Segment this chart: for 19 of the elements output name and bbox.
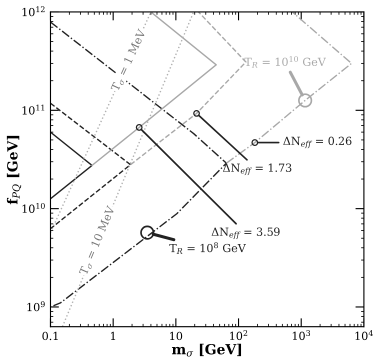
y-tick-label: 10$^{12}$ (22, 6, 45, 16)
x-tick-label: 10$^{3}$ (292, 330, 310, 340)
x-tick-label: 10$^{4}$ (355, 330, 373, 340)
x-tick-label: 10$^{2}$ (230, 330, 248, 340)
y-tick-label: 10$^{9}$ (27, 301, 45, 312)
annotation: T$_{R}$ = 10$^{8}$ GeV (169, 242, 246, 254)
y-tick-label: 10$^{11}$ (22, 104, 44, 115)
annotation: ΔN$_{eff}$ = 3.59 (212, 228, 280, 240)
x-axis-title: m$_{σ}$ [GeV] (172, 344, 242, 357)
annotation: T$_{σ}$ = 10 MeV (78, 205, 117, 276)
annotation: ΔN$_{eff}$ = 1.73 (222, 164, 292, 176)
y-axis-title: f$_{PQ}$ [GeV] (6, 136, 22, 204)
annotation: T$_{R}$ = 10$^{10}$ GeV (244, 56, 326, 68)
x-tick-label: 0.1 (42, 332, 58, 340)
annotation: ΔN$_{eff}$ = 0.26 (283, 136, 352, 148)
y-tick-label: 10$^{10}$ (22, 202, 45, 213)
x-tick-label: 10 (170, 332, 182, 340)
x-tick-label: 1 (110, 332, 116, 340)
annotation: T$_{σ}$ = 1 MeV (110, 28, 148, 93)
